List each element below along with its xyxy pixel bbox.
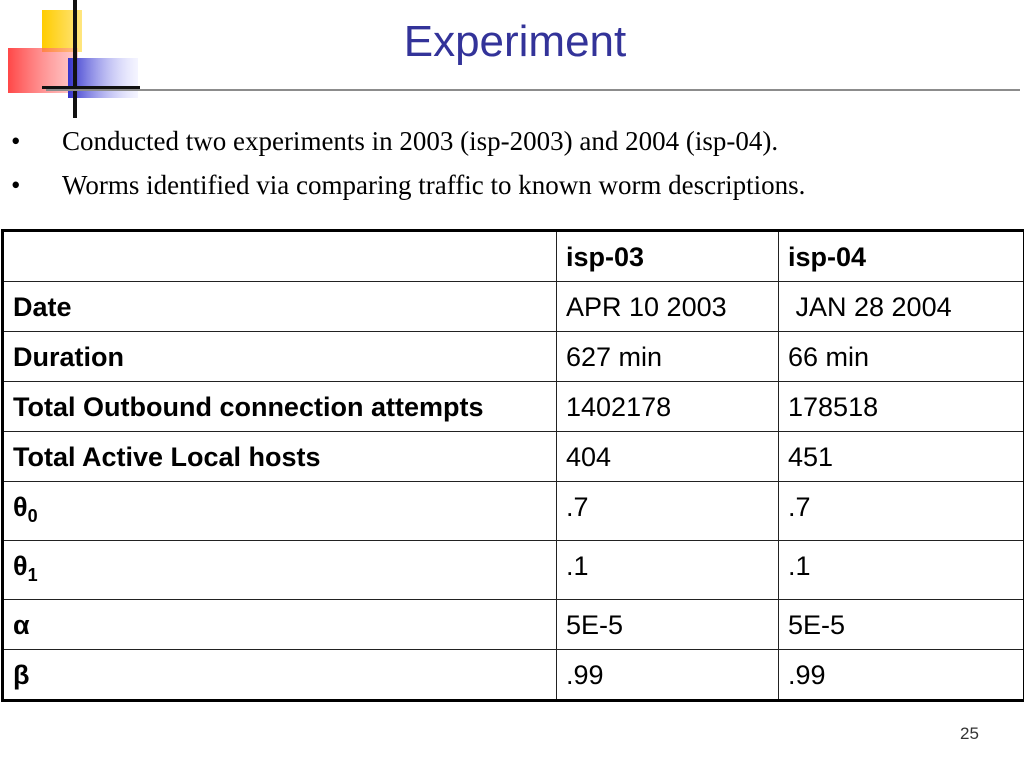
isp-03-cell: 1402178 bbox=[556, 381, 779, 432]
isp-04-cell: .99 bbox=[778, 649, 1024, 702]
row-label-text: θ bbox=[13, 551, 28, 581]
isp-03-cell: 5E-5 bbox=[556, 599, 779, 650]
row-label: Duration bbox=[1, 331, 557, 382]
table-header-row: isp-03 isp-04 bbox=[1, 229, 1024, 282]
isp-04-cell: .1 bbox=[778, 540, 1024, 600]
isp-04-cell: 451 bbox=[778, 431, 1024, 482]
row-label-text: β bbox=[13, 660, 30, 690]
table-row: Total Outbound connection attempts 14021… bbox=[1, 381, 1024, 432]
table-row: Total Active Local hosts 404 451 bbox=[1, 431, 1024, 482]
row-label-text: Date bbox=[13, 292, 72, 322]
row-label-text: α bbox=[13, 610, 30, 640]
row-label-subscript: 0 bbox=[27, 506, 38, 526]
header-cell-isp-04: isp-04 bbox=[778, 229, 1024, 282]
row-label: α bbox=[1, 599, 557, 650]
isp-03-cell: 627 min bbox=[556, 331, 779, 382]
table-row: Duration 627 min 66 min bbox=[1, 331, 1024, 382]
isp-04-cell: 5E-5 bbox=[778, 599, 1024, 650]
isp-04-cell: 66 min bbox=[778, 331, 1024, 382]
isp-04-cell: JAN 28 2004 bbox=[778, 281, 1024, 332]
isp-03-cell: .99 bbox=[556, 649, 779, 702]
table-row: α 5E-5 5E-5 bbox=[1, 599, 1024, 650]
row-label: Date bbox=[1, 281, 557, 332]
isp-03-cell: APR 10 2003 bbox=[556, 281, 779, 332]
isp-03-cell: .7 bbox=[556, 481, 779, 541]
slide-title: Experiment bbox=[403, 17, 627, 66]
title-divider bbox=[46, 89, 1020, 91]
row-label-text: θ bbox=[13, 492, 28, 522]
table-row: β .99 .99 bbox=[1, 649, 1024, 702]
row-label: θ1 bbox=[1, 540, 557, 600]
row-label-subscript: 1 bbox=[27, 565, 38, 585]
bullet-item: • Worms identified via comparing traffic… bbox=[0, 163, 1024, 207]
isp-04-cell: 178518 bbox=[778, 381, 1024, 432]
row-label-text: Total Active Local hosts bbox=[13, 442, 321, 472]
row-label: β bbox=[1, 649, 557, 702]
bullet-text: Worms identified via comparing traffic t… bbox=[62, 170, 806, 200]
decorative-squares-logo bbox=[8, 0, 140, 118]
bullet-list: • Conducted two experiments in 2003 (isp… bbox=[0, 119, 1024, 207]
bullet-item: • Conducted two experiments in 2003 (isp… bbox=[0, 119, 1024, 163]
table-row: θ0 .7 .7 bbox=[1, 481, 1024, 541]
experiment-table: isp-03 isp-04 Date APR 10 2003 JAN 28 20… bbox=[1, 229, 1024, 702]
row-label-text: Total Outbound connection attempts bbox=[13, 392, 484, 422]
row-label: Total Active Local hosts bbox=[1, 431, 557, 482]
bullet-marker: • bbox=[11, 126, 21, 156]
isp-04-cell: .7 bbox=[778, 481, 1024, 541]
header-cell-isp-03: isp-03 bbox=[556, 229, 779, 282]
row-label: θ0 bbox=[1, 481, 557, 541]
page-number: 25 bbox=[960, 724, 979, 743]
bullet-marker: • bbox=[11, 170, 21, 200]
isp-03-cell: .1 bbox=[556, 540, 779, 600]
table-row: Date APR 10 2003 JAN 28 2004 bbox=[1, 281, 1024, 332]
row-label-text: Duration bbox=[13, 342, 124, 372]
isp-03-cell: 404 bbox=[556, 431, 779, 482]
row-label: Total Outbound connection attempts bbox=[1, 381, 557, 432]
bullet-text: Conducted two experiments in 2003 (isp-2… bbox=[62, 126, 779, 156]
table-row: θ1 .1 .1 bbox=[1, 540, 1024, 600]
header-cell-blank bbox=[1, 229, 557, 282]
